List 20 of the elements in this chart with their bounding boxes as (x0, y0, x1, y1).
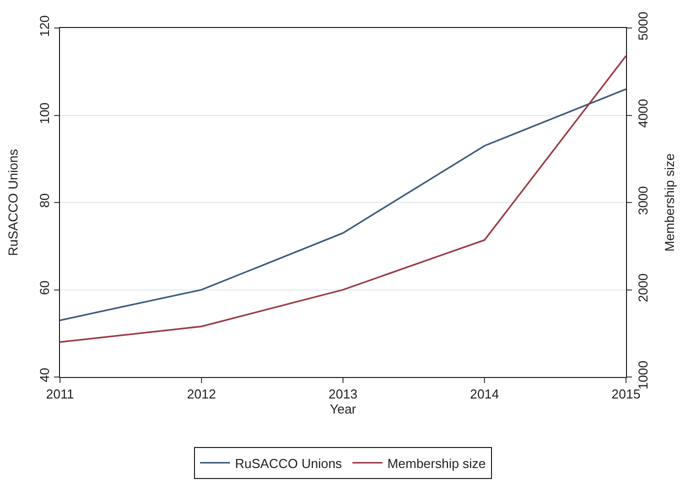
y-tick-label: 60 (36, 280, 52, 296)
x-tick-label: 2012 (187, 386, 216, 402)
line-series (60, 88, 626, 322)
y2-tick-label: 3000 (636, 186, 651, 216)
y2-axis-title: Membership size (662, 153, 678, 252)
x-axis-title: Year (330, 402, 357, 417)
y-tick-label: 80 (36, 193, 52, 208)
y2-tick-label: 2000 (636, 273, 651, 302)
y-axis-title: RuSACCO Unions (6, 148, 21, 256)
y-tick-label: 40 (36, 368, 52, 382)
y-tick-label: 100 (36, 102, 52, 124)
y-tick-label: 120 (36, 15, 52, 37)
x-tick-label: 2011 (46, 386, 74, 402)
y2-tick-label: 5000 (636, 12, 651, 41)
x-tick-label: 2013 (328, 386, 358, 402)
legend-label: Membership size (387, 456, 486, 471)
legend-label: RuSACCO Unions (235, 456, 342, 471)
line-series (60, 55, 626, 343)
x-tick-label: 2014 (470, 386, 499, 402)
y2-tick-label: 4000 (636, 98, 651, 128)
